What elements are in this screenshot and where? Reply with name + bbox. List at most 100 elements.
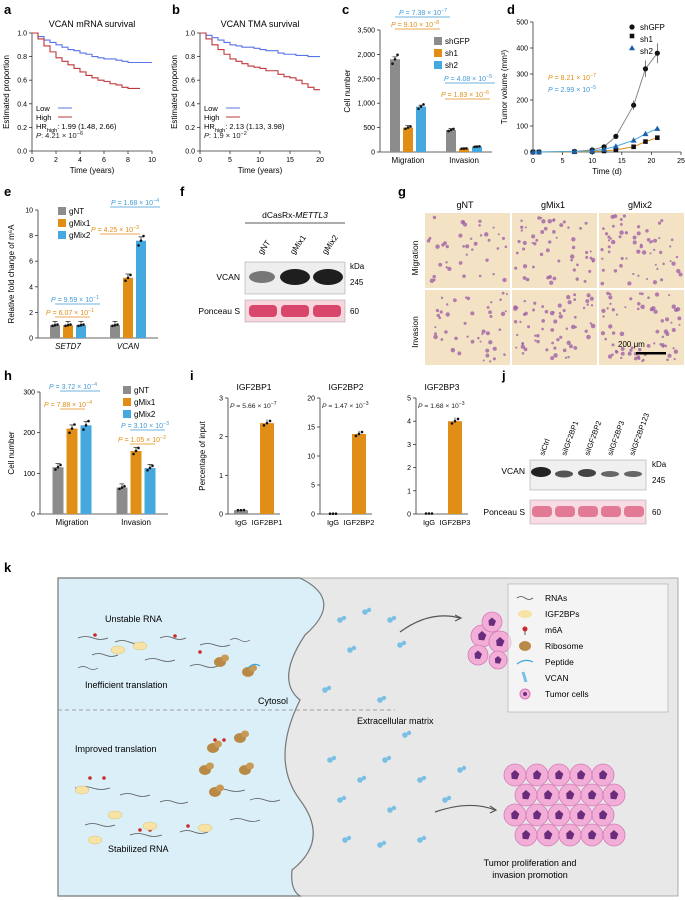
surv-a-ytick-label: 0.6 (17, 78, 27, 85)
stained-cell (523, 299, 526, 303)
survival-xlabel: Time (years) (70, 166, 115, 175)
vcan-dot (421, 835, 427, 841)
stained-cell (500, 311, 506, 317)
stained-cell (619, 331, 625, 337)
rip-0-ytick-label: 1 (219, 473, 223, 480)
tumor-nucleus (511, 810, 520, 820)
label-unstable-rna: Unstable RNA (105, 614, 162, 624)
stained-cell (533, 301, 537, 305)
stained-cell (656, 267, 659, 270)
blot-j-band-3 (578, 469, 596, 477)
bar-gNT (50, 325, 60, 338)
stained-cell (669, 245, 672, 248)
blot-f-mw-60: 60 (350, 307, 359, 316)
stained-cell (585, 299, 590, 304)
rna-strand (179, 830, 209, 834)
stained-cell (515, 306, 519, 310)
scale-bar-label: 200 μm (618, 340, 645, 349)
stained-cell (677, 316, 682, 321)
m6a-mark (213, 738, 217, 742)
stained-cell (592, 260, 595, 263)
stained-cell (521, 352, 525, 355)
stained-cell (440, 296, 444, 300)
stained-cell (550, 356, 555, 361)
bar-c-ytick-label: 1,000 (357, 101, 375, 108)
stained-cell (478, 274, 482, 278)
m6a-mark (173, 634, 177, 638)
surv-a-xtick-label: 2 (54, 157, 58, 164)
data-point (137, 244, 140, 247)
stained-cell (531, 241, 534, 244)
bar-gMix1 (130, 450, 142, 514)
stained-cell (558, 314, 563, 319)
panel-k-schematic: Unstable RNA Inefficient translation Cyt… (57, 577, 679, 897)
chart-h: 0 100 200 300 Migration Invasion Cell number gN… (7, 382, 169, 527)
stained-cell (590, 304, 594, 307)
stained-cell (645, 229, 649, 233)
blot-f-lane-1: gNT (256, 239, 272, 257)
micrograph-tile (425, 290, 510, 365)
tumor-xtick-label: 0 (531, 158, 535, 165)
legend-label-gMix1: gMix1 (134, 398, 156, 407)
data-point (59, 463, 62, 467)
data-point (132, 452, 135, 456)
stained-cell (534, 339, 537, 342)
panel-j-blot: siCtrl siIGF2BP1 siIGF2BP2 siIGF2BP3 siI… (483, 412, 667, 525)
stained-cell (532, 308, 536, 312)
rip-2-ytick-label: 5 (407, 396, 411, 403)
stained-cell (525, 277, 530, 282)
legend-low: Low (204, 104, 218, 113)
igf2bp (197, 823, 213, 833)
vcan-dot (351, 645, 357, 651)
tumor-nucleus (522, 790, 531, 800)
stained-cell (540, 230, 545, 234)
stained-cell (654, 292, 660, 297)
ribosome-subunit (246, 762, 254, 770)
stained-cell (600, 331, 605, 336)
stained-cell (624, 306, 627, 309)
stained-cell (653, 248, 656, 252)
rna-strand (77, 636, 109, 640)
stained-cell (535, 238, 539, 242)
stained-cell (547, 218, 553, 224)
stained-cell (668, 294, 671, 297)
vcan-dot (381, 840, 387, 846)
rip-category: IGF2BP2 (344, 518, 375, 527)
stained-cell (466, 296, 471, 301)
legend-label-gNT: gNT (69, 207, 84, 216)
stained-cell (611, 353, 614, 356)
stained-cell (661, 335, 665, 339)
stained-cell (463, 222, 468, 227)
stained-cell (632, 235, 637, 240)
stained-cell (567, 300, 572, 305)
stained-cell (503, 353, 506, 356)
vcan-dot (417, 837, 423, 843)
legend-swatch-gMix1 (123, 398, 131, 406)
stained-cell (478, 224, 481, 227)
blot-f-kda: kDa (350, 262, 365, 271)
stained-cell (479, 234, 483, 237)
bar-h-ytick-label: 300 (23, 390, 35, 397)
stained-cell (658, 237, 661, 240)
blot-j-lane-3: siIGF2BP2 (582, 420, 603, 457)
stained-cell (589, 296, 594, 301)
data-point (391, 62, 394, 66)
bar-shGFP (390, 59, 400, 152)
tumor-nucleus (566, 790, 575, 800)
p-value: P: 4.21 × 10−6 (36, 131, 83, 140)
stained-cell (627, 281, 632, 286)
stained-cell (607, 245, 611, 249)
stained-cell (653, 342, 656, 345)
stained-cell (620, 356, 623, 360)
legend-label-sh2: sh2 (445, 61, 458, 70)
stained-cell (524, 311, 528, 316)
tumor-xtick-label: 5 (561, 158, 565, 165)
rip-1-ytick-label: 5 (311, 483, 315, 490)
data-point (116, 323, 119, 326)
blot-j-row-ponceau: Ponceau S (483, 507, 525, 517)
micro-tiles (425, 213, 684, 365)
tumor-ytick-label: 400 (516, 46, 528, 53)
label-tumor-1: Tumor proliferation and (484, 858, 577, 868)
stained-cell (556, 337, 560, 342)
legend-icon-rna (516, 596, 534, 600)
